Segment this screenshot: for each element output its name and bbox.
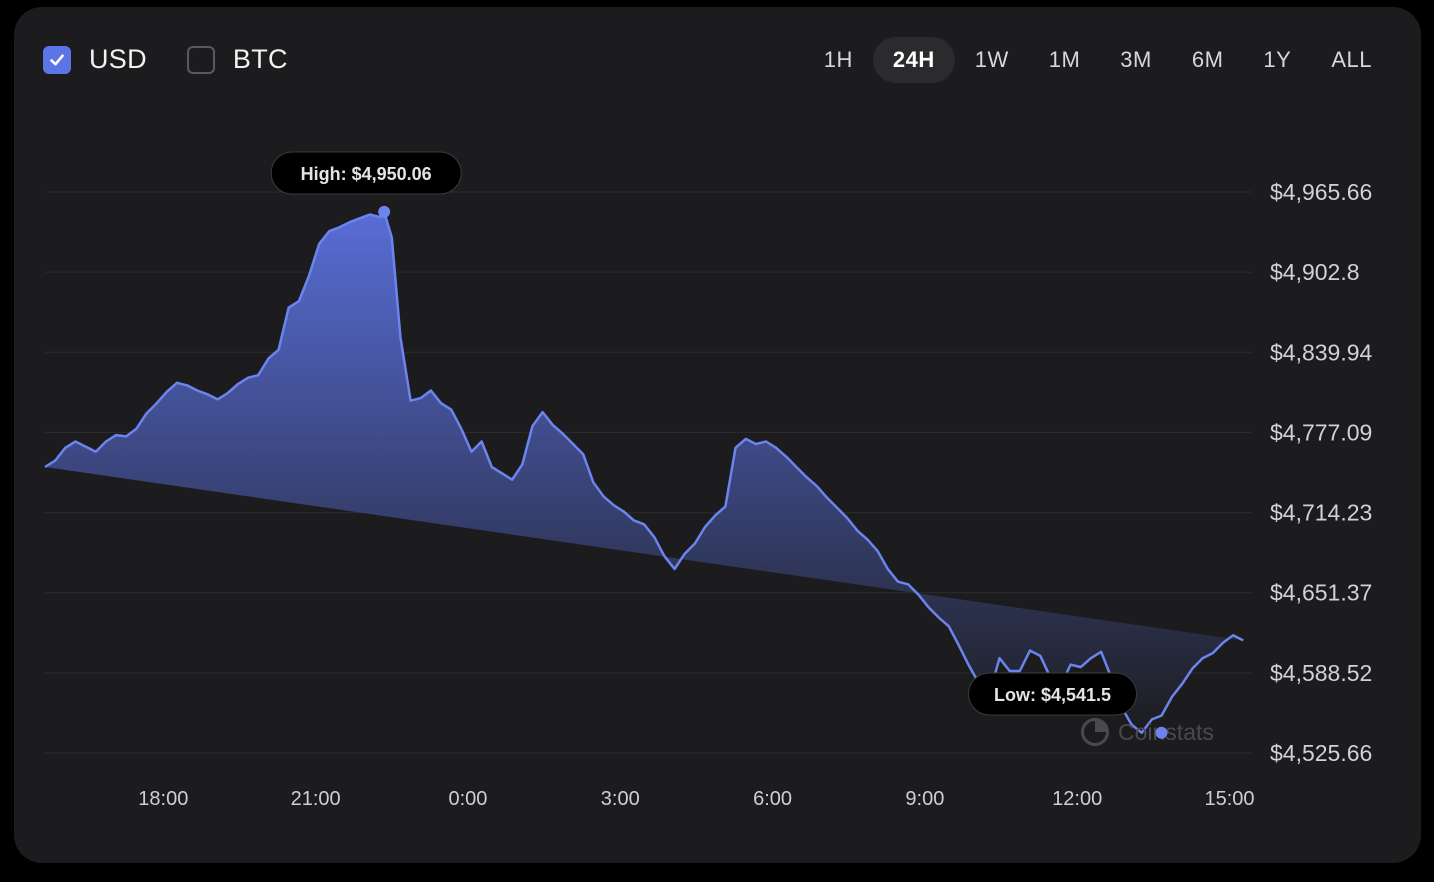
x-tick-label: 18:00 — [138, 788, 188, 810]
x-tick-label: 6:00 — [753, 788, 792, 810]
y-tick-label: $4,839.94 — [1270, 339, 1373, 365]
price-area-fill — [45, 211, 1244, 733]
usd-toggle[interactable]: USD — [43, 44, 147, 75]
watermark: Coinstats — [1081, 718, 1214, 746]
currency-toggle-group: USD BTC — [43, 44, 328, 75]
range-1m[interactable]: 1M — [1048, 47, 1081, 72]
range-all[interactable]: ALL — [1331, 47, 1372, 72]
check-icon — [50, 54, 64, 65]
price-area-chart: Coinstats $4,965.66 $4,902.8 $4,839.94 $4,7… — [44, 151, 1373, 810]
range-3m[interactable]: 3M — [1120, 47, 1152, 72]
usd-label: USD — [89, 44, 147, 74]
annotations: High: $4,950.06 Low: $4,541.5 — [270, 151, 1168, 739]
callout-box — [270, 151, 462, 195]
y-axis-labels: $4,965.66 $4,902.8 $4,839.94 $4,777.09 $4,71… — [1270, 179, 1373, 766]
y-tick-label: $4,588.52 — [1270, 660, 1372, 686]
btc-toggle[interactable]: BTC — [186, 44, 288, 75]
y-tick-label: $4,651.37 — [1270, 580, 1372, 606]
price-chart-card: USD BTC 1H 24H 1W 1M 3M 6M 1Y ALL — [14, 7, 1421, 863]
callout-label: High: $4,950.06 — [301, 164, 432, 184]
coinstats-logo-icon — [1081, 718, 1109, 746]
y-tick-label: $4,714.23 — [1270, 500, 1372, 526]
x-tick-label: 0:00 — [448, 788, 487, 810]
y-tick-label: $4,777.09 — [1270, 419, 1372, 445]
price-line — [44, 210, 1244, 735]
x-tick-label: 9:00 — [905, 788, 944, 810]
x-tick-label: 21:00 — [291, 788, 341, 810]
range-1y[interactable]: 1Y — [1263, 47, 1292, 72]
range-1h[interactable]: 1H — [823, 47, 853, 72]
btc-label: BTC — [232, 44, 288, 74]
extreme-point-marker — [1155, 726, 1168, 739]
extreme-point-marker — [378, 205, 391, 218]
low-callout: Low: $4,541.5 — [968, 672, 1168, 739]
area-layer — [44, 210, 1244, 735]
x-tick-label: 12:00 — [1052, 788, 1102, 810]
usd-checkbox[interactable] — [43, 45, 71, 74]
callout-box — [968, 672, 1138, 716]
y-tick-label: $4,965.66 — [1270, 179, 1372, 205]
range-24h[interactable]: 24H — [872, 37, 955, 83]
x-tick-label: 3:00 — [601, 788, 640, 810]
y-tick-label: $4,525.66 — [1270, 740, 1372, 766]
time-range-selector: 1H 24H 1W 1M 3M 6M 1Y ALL — [804, 37, 1392, 83]
y-tick-label: $4,902.8 — [1270, 259, 1360, 285]
range-1w[interactable]: 1W — [974, 47, 1009, 72]
x-tick-label: 15:00 — [1205, 788, 1255, 810]
high-callout: High: $4,950.06 — [270, 151, 462, 218]
callout-label: Low: $4,541.5 — [994, 685, 1111, 705]
x-axis-labels: 18:00 21:00 0:00 3:00 6:00 9:00 12:00 15:00 — [138, 788, 1254, 810]
range-6m[interactable]: 6M — [1191, 47, 1224, 72]
btc-checkbox[interactable] — [186, 45, 215, 74]
